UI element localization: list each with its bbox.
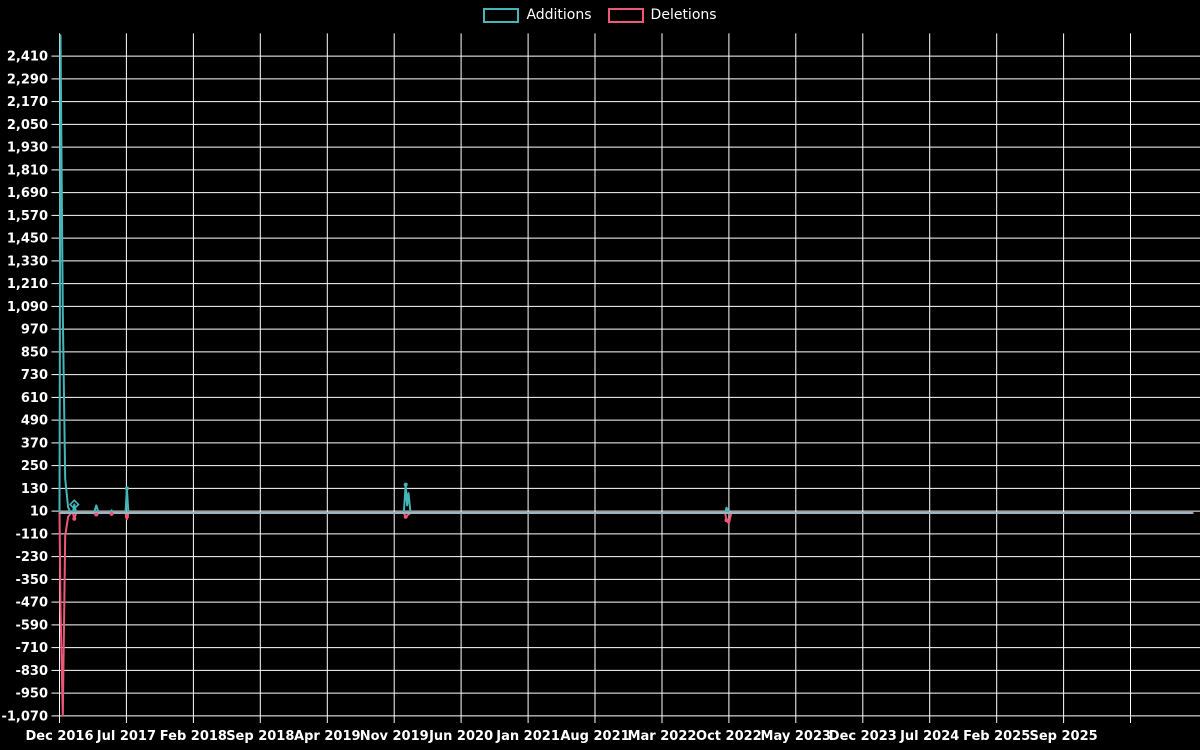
x-tick-label: May 2023 xyxy=(761,729,832,744)
x-tick-label: Nov 2019 xyxy=(360,729,429,744)
legend-item-deletions[interactable]: Deletions xyxy=(607,7,717,23)
x-tick-label: Oct 2022 xyxy=(696,729,762,744)
legend-item-additions[interactable]: Additions xyxy=(483,7,592,23)
deletions-marker-dot-icon xyxy=(724,518,729,523)
deletions-marker-dot-icon xyxy=(109,511,114,516)
chart-legend: Additions Deletions xyxy=(0,7,1200,23)
y-tick-label: 1,450 xyxy=(7,232,48,247)
y-tick-label: 1,690 xyxy=(7,186,48,201)
y-tick-label: 2,050 xyxy=(7,118,48,133)
additions-marker-diamond-icon xyxy=(68,499,80,510)
y-tick-label: -110 xyxy=(15,527,48,542)
x-tick-label: Jul 2024 xyxy=(899,729,959,744)
x-tick-label: Apr 2019 xyxy=(294,729,361,744)
y-tick-label: 490 xyxy=(21,414,48,429)
y-tick-label: -950 xyxy=(15,687,48,702)
y-tick-label: -710 xyxy=(15,641,48,656)
y-tick-label: 850 xyxy=(21,345,48,360)
deletions-marker-dot-icon xyxy=(403,514,408,519)
x-tick-label: Sep 2025 xyxy=(1029,729,1097,744)
y-tick-label: 130 xyxy=(21,482,48,497)
y-tick-label: 250 xyxy=(21,459,48,474)
x-tick-label: Jun 2020 xyxy=(428,729,493,744)
y-tick-label: -350 xyxy=(15,573,48,588)
y-tick-label: 1,570 xyxy=(7,209,48,224)
legend-label-deletions: Deletions xyxy=(650,7,717,23)
y-tick-label: -230 xyxy=(15,550,48,565)
legend-label-additions: Additions xyxy=(526,7,592,23)
y-tick-label: 1,810 xyxy=(7,163,48,178)
v-gridlines xyxy=(59,33,1131,723)
y-tick-label: 970 xyxy=(21,323,48,338)
y-tick-label: 610 xyxy=(21,391,48,406)
additions-marker-dot-icon xyxy=(124,486,129,491)
y-tick-label: 2,170 xyxy=(7,95,48,110)
x-tick-label: Mar 2022 xyxy=(628,729,697,744)
x-tick-label: Feb 2018 xyxy=(160,729,227,744)
additions-marker-dot-icon xyxy=(403,482,408,487)
y-tick-label: -470 xyxy=(15,596,48,611)
x-tick-label: Sep 2018 xyxy=(226,729,294,744)
deletions-marker-dot-icon xyxy=(124,514,129,519)
h-gridlines xyxy=(51,55,1200,717)
y-tick-label: 1,210 xyxy=(7,277,48,292)
x-tick-label: Jul 2017 xyxy=(96,729,156,744)
x-tick-label: Dec 2016 xyxy=(25,729,93,744)
deletions-line xyxy=(58,512,1194,717)
y-tick-label: 1,930 xyxy=(7,141,48,156)
x-tick-label: Jan 2021 xyxy=(495,729,560,744)
x-tick-label: Aug 2021 xyxy=(560,729,629,744)
y-tick-label: 1,330 xyxy=(7,254,48,269)
y-tick-label: 1,090 xyxy=(7,300,48,315)
y-tick-label: -1,070 xyxy=(1,709,48,724)
x-tick-label: Feb 2025 xyxy=(963,729,1030,744)
deletions-marker-dot-icon xyxy=(72,516,77,521)
additions-line xyxy=(58,34,1194,514)
x-tick-label: Dec 2023 xyxy=(829,729,897,744)
deletions-swatch-icon xyxy=(607,7,644,23)
additions-swatch-icon xyxy=(483,7,520,23)
y-tick-label: 730 xyxy=(21,368,48,383)
y-tick-label: -830 xyxy=(15,664,48,679)
y-tick-label: 370 xyxy=(21,436,48,451)
y-tick-label: 2,290 xyxy=(7,72,48,87)
y-tick-label: 10 xyxy=(30,505,48,520)
y-tick-label: -590 xyxy=(15,618,48,633)
y-tick-label: 2,410 xyxy=(7,50,48,65)
deletions-marker-dot-icon xyxy=(94,512,99,517)
